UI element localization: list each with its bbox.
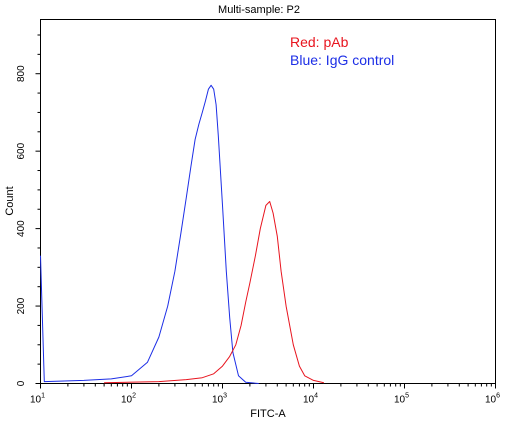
series-group [40,84,325,384]
x-tick-label: 102 [121,393,136,406]
legend: Red: pAb Blue: IgG control [290,34,394,68]
x-tick-label: 103 [212,393,227,406]
y-axis-label: Count [4,186,16,215]
y-tick-label: 400 [16,220,27,237]
x-axis-label: FITC-A [250,408,286,420]
x-tick-label: 104 [303,393,318,406]
series-line-1 [104,201,325,384]
y-tick-label: 600 [16,142,27,159]
plot-frame [40,19,496,384]
y-axis: 0 200 400 600 800 [16,34,41,386]
y-tick-label: 200 [16,297,27,314]
legend-entry: Red: pAb [290,34,349,50]
y-tick-label: 800 [16,65,27,82]
y-tick-label: 0 [16,380,27,386]
series-line-0 [40,84,259,384]
x-axis: 101 102 103 104 105 106 [30,383,500,406]
x-tick-label: 106 [485,393,500,406]
x-tick-label: 105 [394,393,409,406]
legend-entry: Blue: IgG control [290,52,394,68]
x-tick-label: 101 [30,393,45,406]
chart-title: Multi-sample: P2 [218,4,300,16]
